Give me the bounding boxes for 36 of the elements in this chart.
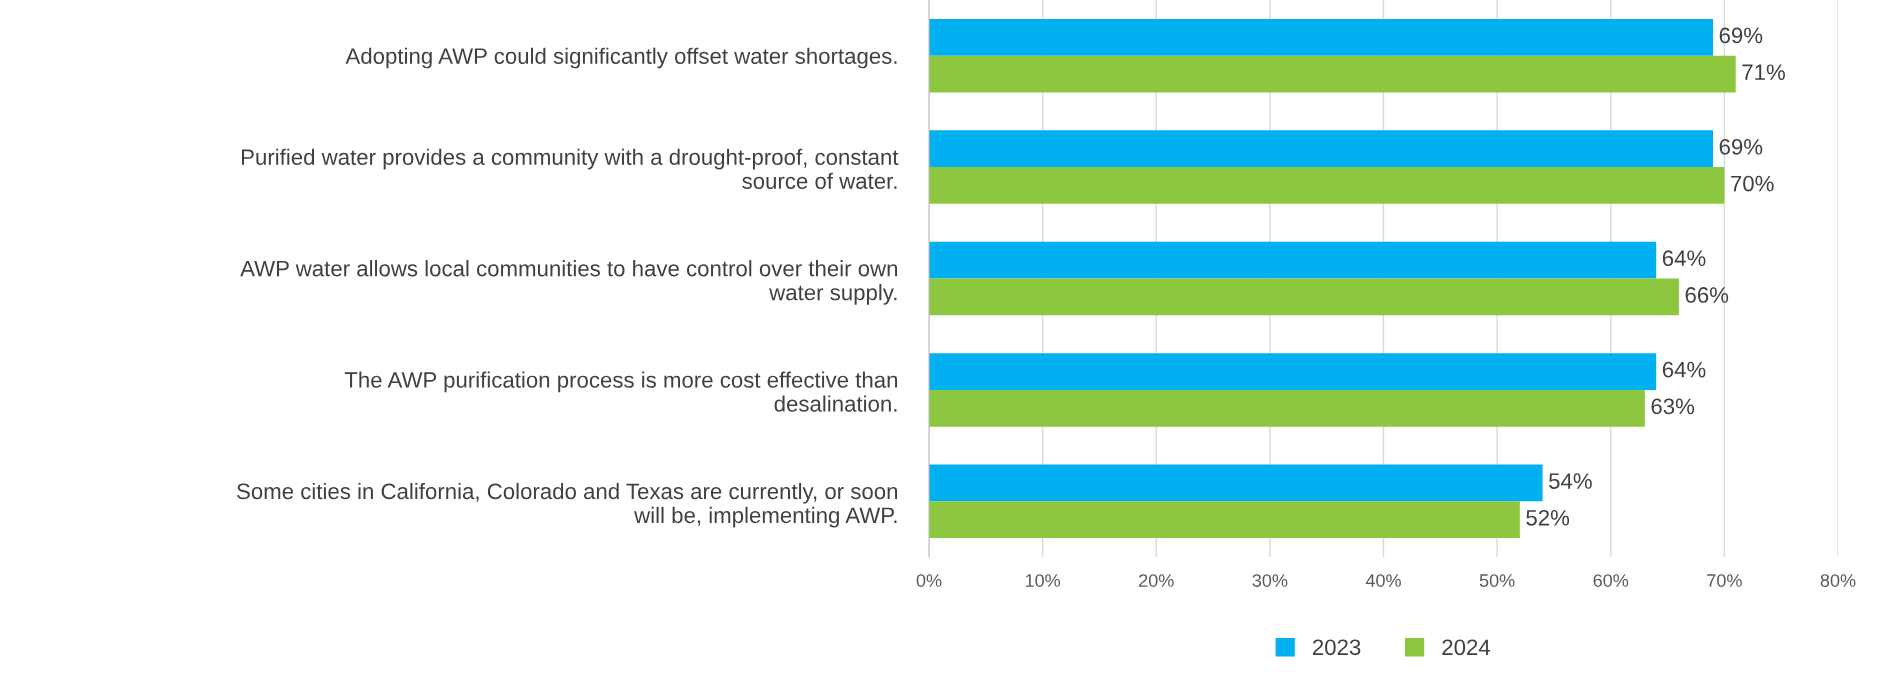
x-tick-label: 60% (1593, 574, 1629, 587)
bar (929, 464, 1543, 502)
y-tick-label: Some cities in California, Colorado and Texas are currently, or soon will be, implementing AWP. (237, 482, 898, 528)
y-tick-label: The AWP purification process is more cost effective than desalination. (344, 371, 898, 412)
text: 54% (1549, 473, 1592, 489)
text: 71% (1742, 64, 1785, 80)
x-tick-label: 70% (1707, 574, 1742, 587)
text: 69% (1719, 27, 1763, 44)
text: 64% (1662, 361, 1706, 378)
text: 69% (1719, 138, 1763, 155)
text: 63% (1651, 398, 1695, 415)
bar (929, 167, 1725, 204)
bar (929, 18, 1714, 56)
bar (929, 130, 1714, 168)
text: 66% (1685, 287, 1729, 303)
y-tick-label: AWP water allows local communities to have control over their own water supply. (240, 260, 898, 305)
bar (929, 55, 1736, 93)
x-tick-label: 10% (1025, 574, 1061, 587)
text: 64% (1662, 250, 1706, 267)
bar (929, 353, 1657, 390)
text: 52% (1526, 509, 1570, 526)
x-tick-label: 50% (1479, 574, 1515, 587)
legend-label: 2024 (1442, 639, 1491, 656)
bar (929, 389, 1645, 427)
x-tick-label: 0% (916, 574, 942, 587)
x-tick-label: 80% (1820, 574, 1856, 587)
bar (929, 278, 1679, 316)
bar (929, 501, 1520, 539)
x-tick-label: 40% (1365, 574, 1401, 587)
y-tick-label: Adopting AWP could significantly offset water shortages. (345, 47, 897, 69)
text: 70% (1731, 175, 1774, 192)
legend-label: 2023 (1312, 639, 1361, 656)
x-tick-label: 30% (1252, 574, 1288, 587)
bar (929, 241, 1657, 279)
x-tick-label: 20% (1139, 574, 1174, 587)
y-tick-label: Purified water provides a community with a drought-proof, constant source of water. (241, 148, 899, 189)
